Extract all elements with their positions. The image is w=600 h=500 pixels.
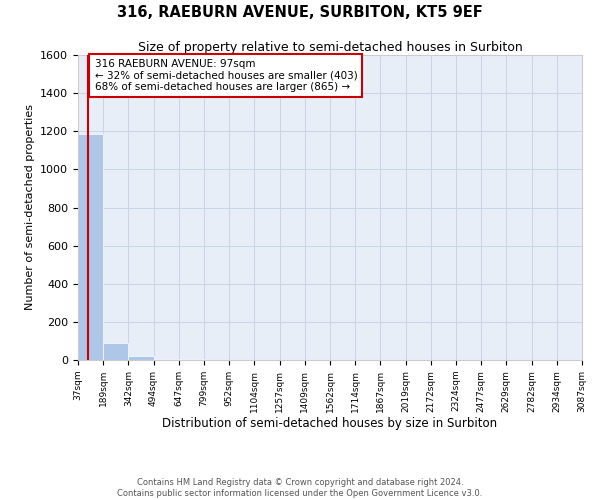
- Y-axis label: Number of semi-detached properties: Number of semi-detached properties: [25, 104, 35, 310]
- Bar: [103, 343, 128, 360]
- X-axis label: Distribution of semi-detached houses by size in Surbiton: Distribution of semi-detached houses by …: [163, 418, 497, 430]
- Text: 316 RAEBURN AVENUE: 97sqm
← 32% of semi-detached houses are smaller (403)
68% of: 316 RAEBURN AVENUE: 97sqm ← 32% of semi-…: [95, 59, 357, 92]
- Title: Size of property relative to semi-detached houses in Surbiton: Size of property relative to semi-detach…: [137, 41, 523, 54]
- Bar: [128, 356, 154, 360]
- Bar: [154, 359, 179, 360]
- Bar: [78, 134, 103, 360]
- Text: 316, RAEBURN AVENUE, SURBITON, KT5 9EF: 316, RAEBURN AVENUE, SURBITON, KT5 9EF: [117, 5, 483, 20]
- Text: Contains HM Land Registry data © Crown copyright and database right 2024.
Contai: Contains HM Land Registry data © Crown c…: [118, 478, 482, 498]
